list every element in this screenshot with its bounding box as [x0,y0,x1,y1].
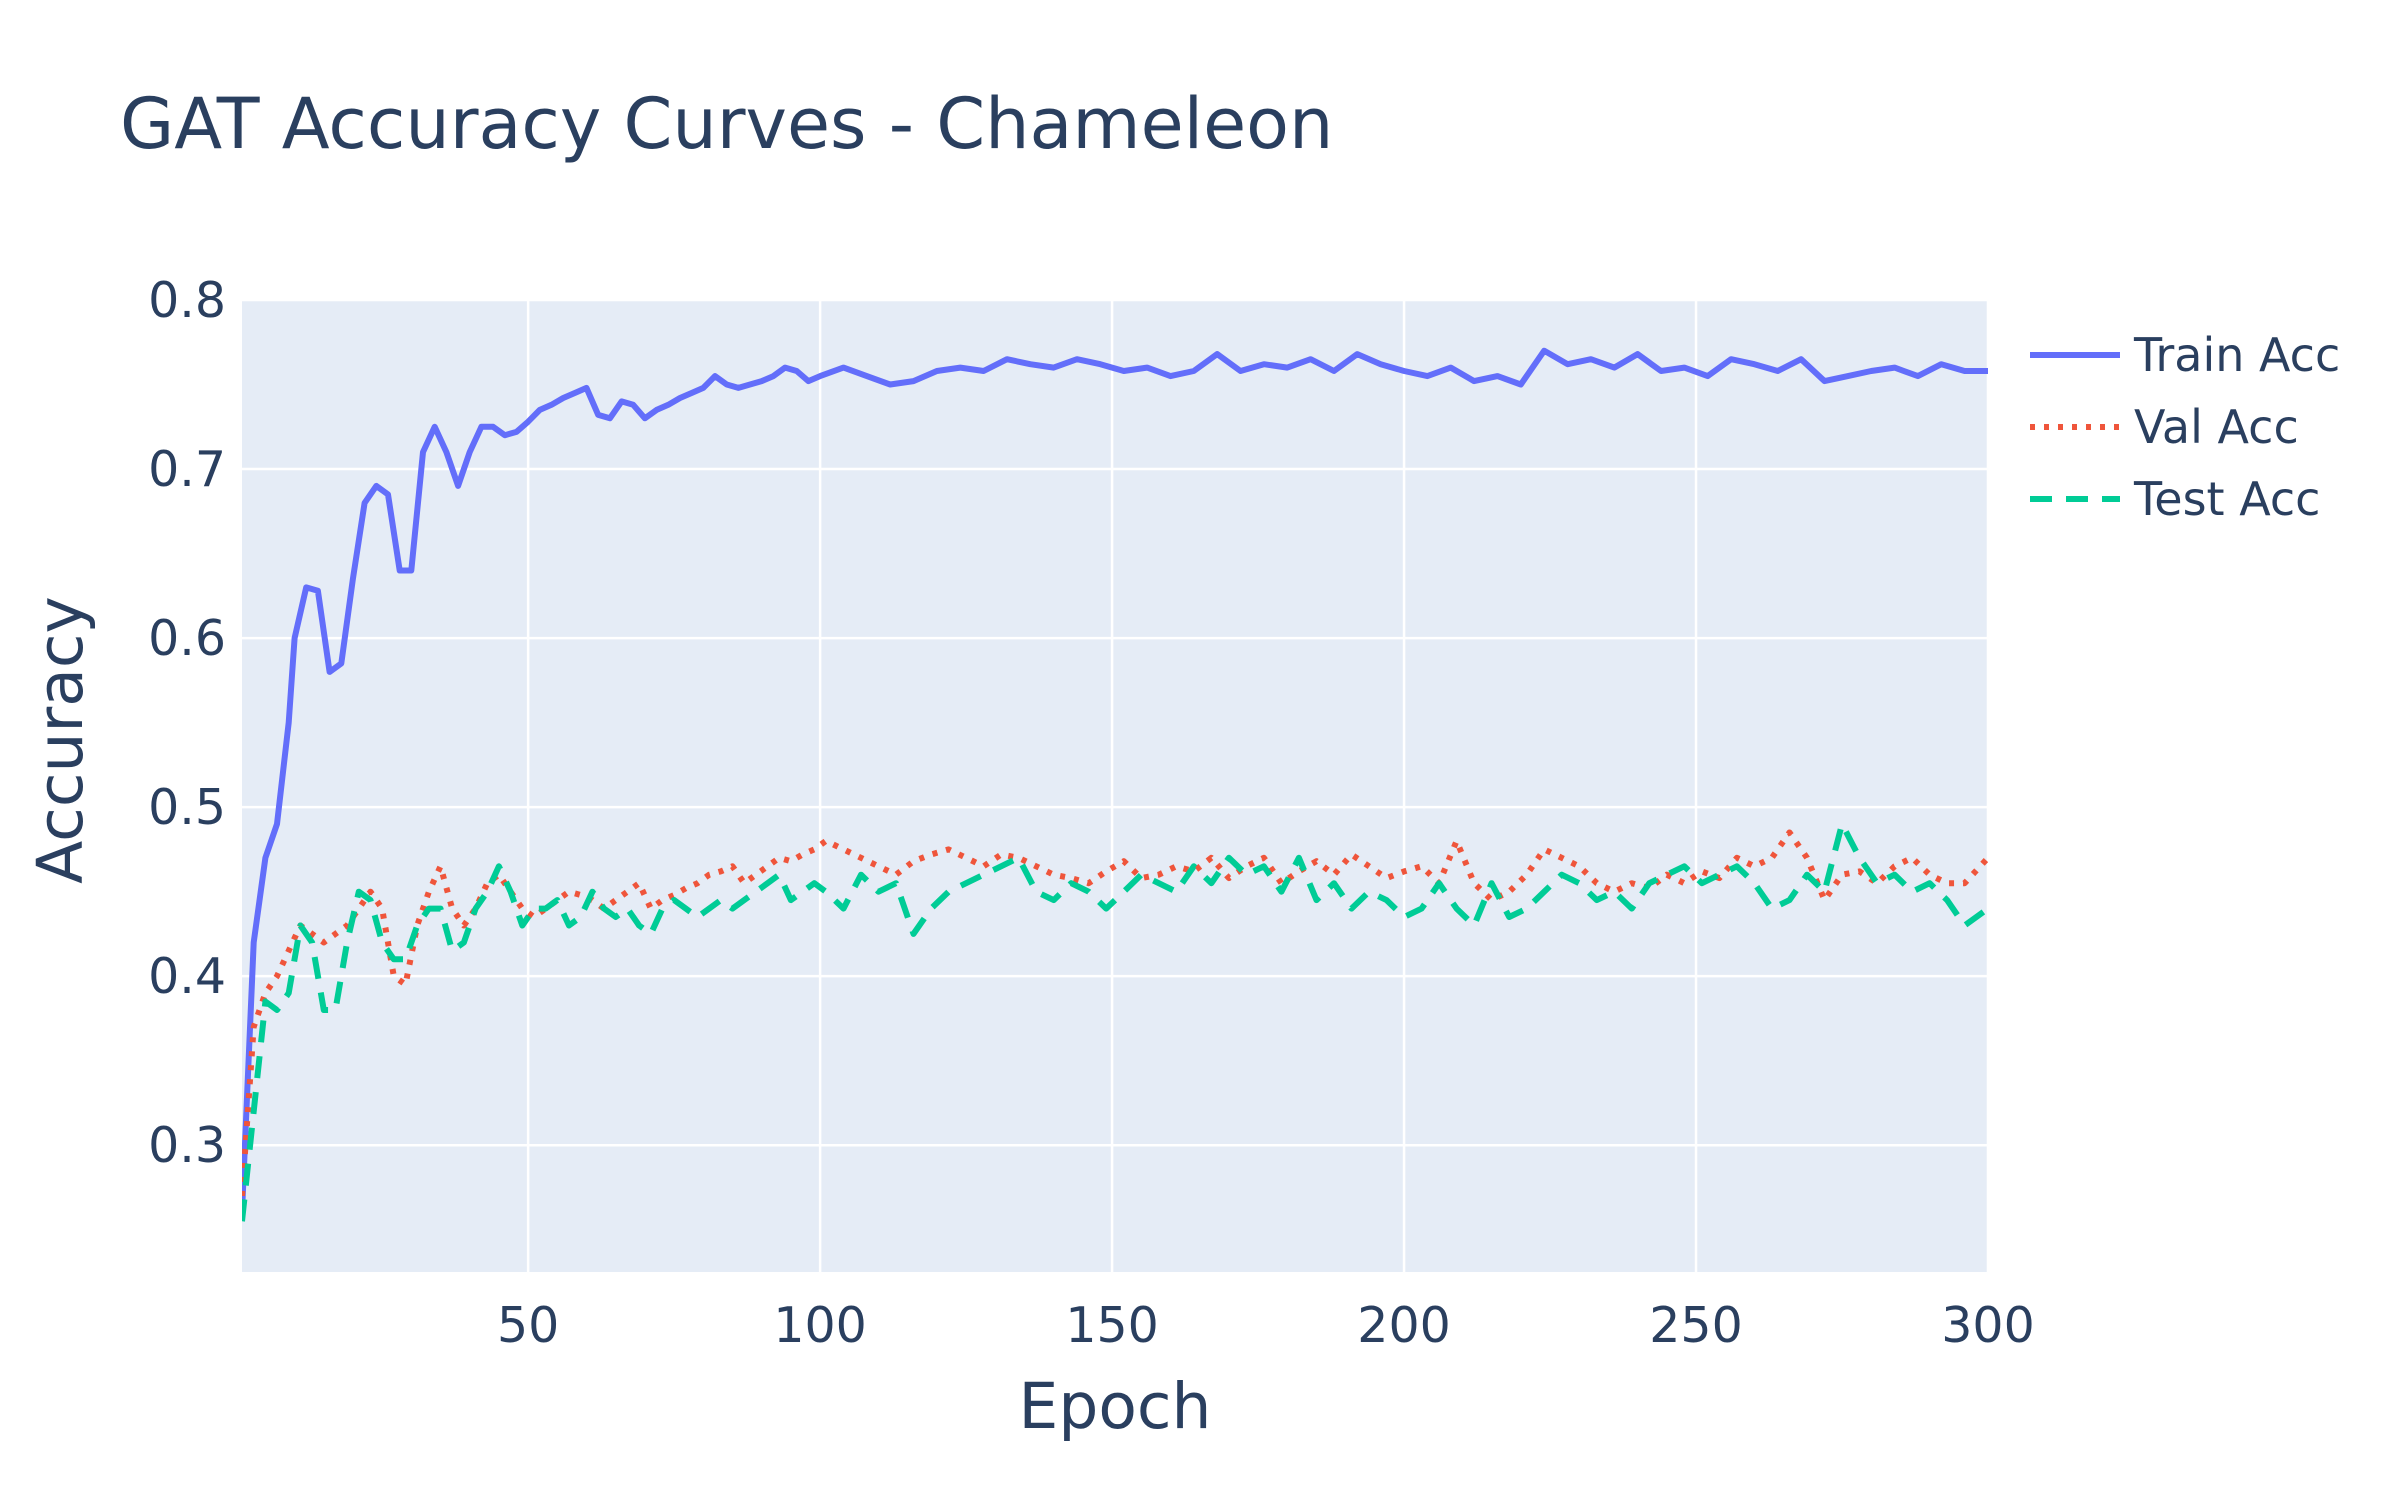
series-line-test-acc [242,821,1988,1222]
series-lines [242,347,1988,1222]
chart-title: GAT Accuracy Curves - Chameleon [120,83,1333,165]
x-tick-label: 50 [497,1297,559,1354]
y-tick-label: 0.8 [148,272,226,329]
y-axis-ticks: 0.3 0.4 0.5 0.6 0.7 0.8 [148,272,226,1174]
y-tick-label: 0.6 [148,610,226,667]
x-tick-label: 100 [773,1297,867,1354]
y-axis-title: Accuracy [24,596,97,884]
x-axis-ticks: 50 100 150 200 250 300 [497,1297,2035,1354]
legend[interactable]: Train Acc Val Acc Test Acc [2030,328,2340,526]
x-tick-label: 200 [1357,1297,1451,1354]
x-axis-title: Epoch [1019,1370,1212,1443]
legend-label: Train Acc [2133,328,2340,382]
y-tick-label: 0.4 [148,948,226,1005]
plot-area [242,300,1988,1272]
legend-item-val-acc[interactable]: Val Acc [2030,400,2299,454]
legend-item-train-acc[interactable]: Train Acc [2030,328,2340,382]
legend-label: Val Acc [2134,400,2299,454]
y-tick-label: 0.5 [148,779,226,836]
x-tick-label: 250 [1649,1297,1743,1354]
x-tick-label: 150 [1065,1297,1159,1354]
legend-label: Test Acc [2133,472,2320,526]
legend-item-test-acc[interactable]: Test Acc [2030,472,2320,526]
y-tick-label: 0.3 [148,1117,226,1174]
y-tick-label: 0.7 [148,441,226,498]
x-tick-label: 300 [1941,1297,2035,1354]
gridlines [242,298,1990,1272]
series-line-train-acc [242,347,1988,1213]
